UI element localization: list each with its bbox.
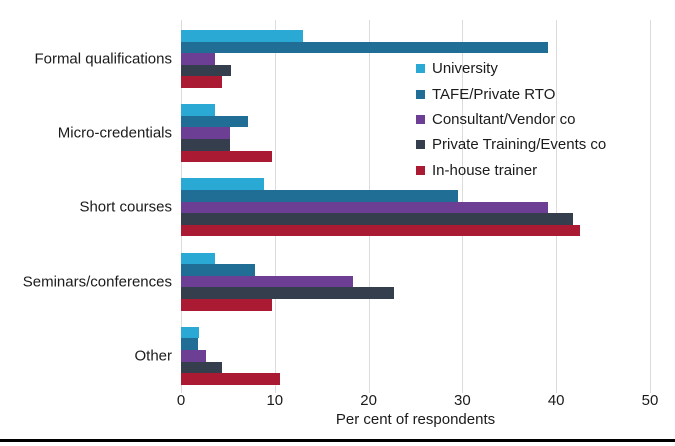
legend-swatch-university: [416, 64, 425, 74]
bar-private-training-events-co-other: [181, 361, 223, 374]
category-label-micro-credentials: Micro-credentials: [57, 124, 172, 142]
bar-in-house-trainer-micro-credentials: [181, 150, 272, 163]
bar-tafe-private-rto-micro-credentials: [181, 115, 248, 128]
bar-private-training-events-co-seminars-conferences: [181, 287, 394, 299]
bar-in-house-trainer-short-courses: [181, 224, 580, 237]
category-label-seminars-conferences: Seminars/conferences: [22, 273, 172, 291]
x-tick-40: 40: [547, 392, 565, 409]
bar-consultant-vendor-co-seminars-conferences: [181, 275, 353, 288]
bar-tafe-private-rto-other: [181, 338, 198, 350]
x-tick-10: 10: [266, 392, 284, 409]
legend-item-tafe-private-rto: TAFE/Private RTO: [416, 81, 606, 106]
x-axis-title: Per cent of respondents: [335, 411, 496, 428]
bar-tafe-private-rto-seminars-conferences: [181, 264, 256, 276]
bar-private-training-events-co-micro-credentials: [181, 139, 230, 151]
legend-swatch-private-training-events-co: [416, 140, 425, 150]
category-label-other: Other: [134, 347, 172, 365]
category-label-formal-qualifications: Formal qualifications: [34, 50, 172, 68]
legend-swatch-tafe-private-rto: [416, 89, 425, 99]
legend-item-private-training-events-co: Private Training/Events co: [416, 132, 606, 157]
bar-consultant-vendor-co-other: [181, 350, 207, 362]
gridline-50: [650, 20, 651, 393]
bar-in-house-trainer-seminars-conferences: [181, 299, 272, 311]
category-label-short-courses: Short courses: [79, 198, 172, 216]
bar-university-other: [181, 326, 199, 339]
legend-label-consultant-vendor-co: Consultant/Vendor co: [432, 110, 576, 128]
bar-consultant-vendor-co-short-courses: [181, 201, 548, 214]
legend-item-consultant-vendor-co: Consultant/Vendor co: [416, 107, 606, 132]
legend-swatch-consultant-vendor-co: [416, 114, 425, 124]
bar-private-training-events-co-formal-qualifications: [181, 64, 231, 77]
legend-item-in-house-trainer: In-house trainer: [416, 158, 606, 183]
bar-private-training-events-co-short-courses: [181, 213, 574, 225]
x-tick-0: 0: [176, 392, 186, 409]
gridline-40: [556, 20, 558, 393]
bar-consultant-vendor-co-micro-credentials: [181, 127, 230, 139]
bar-in-house-trainer-formal-qualifications: [181, 76, 223, 88]
legend-label-in-house-trainer: In-house trainer: [432, 161, 538, 179]
bar-university-short-courses: [181, 178, 264, 190]
bar-consultant-vendor-co-formal-qualifications: [181, 53, 215, 65]
figure-bottom-border: [0, 439, 675, 442]
bar-in-house-trainer-other: [181, 373, 281, 385]
x-tick-30: 30: [454, 392, 471, 409]
bar-university-formal-qualifications: [181, 30, 303, 42]
legend-swatch-in-house-trainer: [416, 165, 425, 175]
bar-tafe-private-rto-short-courses: [181, 190, 458, 202]
legend-label-private-training-events-co: Private Training/Events co: [432, 136, 607, 154]
x-tick-20: 20: [360, 392, 377, 409]
legend-label-university: University: [432, 60, 498, 78]
legend-label-tafe-private-rto: TAFE/Private RTO: [432, 85, 556, 103]
legend-item-university: University: [416, 56, 606, 81]
bar-university-micro-credentials: [181, 104, 215, 116]
bar-tafe-private-rto-formal-qualifications: [181, 41, 548, 54]
bar-university-seminars-conferences: [181, 252, 215, 265]
x-tick-50: 50: [641, 392, 659, 409]
legend: University TAFE/Private RTO Consultant/Ven…: [416, 56, 606, 183]
